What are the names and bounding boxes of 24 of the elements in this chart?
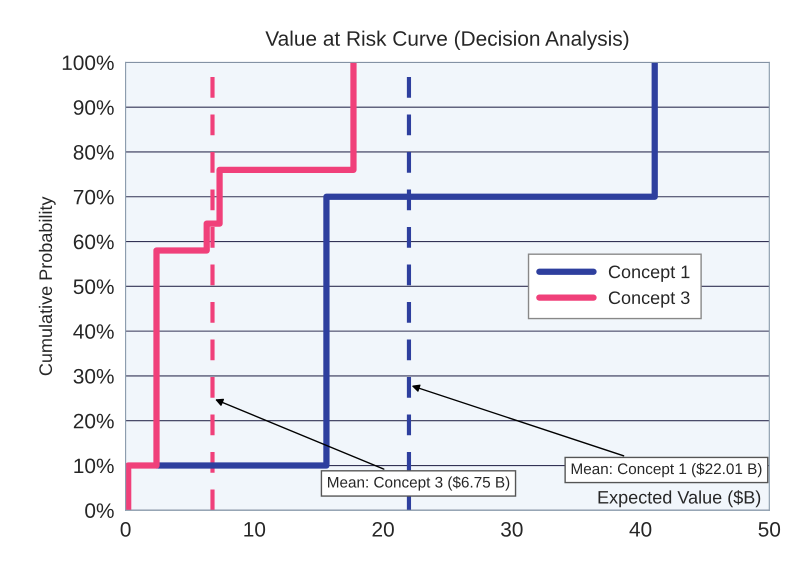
legend-label: Concept 3 [608, 291, 690, 308]
legend-label: Concept 1 [608, 265, 690, 282]
x-tick-label: 20 [372, 522, 394, 537]
x-tick-label: 50 [758, 522, 780, 537]
y-tick-label: 10% [74, 458, 114, 474]
x-tick-label: 0 [120, 522, 131, 537]
x-tick-label: 10 [244, 522, 266, 537]
annotation: Mean: Concept 3 ($6.75 B) [328, 476, 510, 491]
chart-title: Value at Risk Curve (Decision Analysis) [265, 30, 628, 50]
y-tick-label: 60% [74, 234, 114, 250]
y-tick-label: 0% [85, 503, 114, 518]
x-tick-label: 40 [629, 522, 652, 537]
x-axis-title: Expected Value ($B) [598, 490, 760, 508]
annotation: Mean: Concept 1 ($22.01 B) [572, 462, 762, 478]
y-axis-title: Cumulative Probability [38, 196, 56, 376]
y-tick-label: 70% [74, 190, 114, 205]
y-tick-label: 40% [73, 324, 114, 339]
x-tick-label: 30 [501, 522, 523, 537]
y-tick-label: 30% [74, 368, 114, 384]
y-tick-label: 80% [74, 144, 114, 160]
y-tick-label: 90% [74, 100, 114, 115]
y-tick-label: 100% [62, 55, 114, 70]
y-tick-label: 20% [74, 414, 114, 428]
y-tick-label: 50% [74, 279, 114, 294]
